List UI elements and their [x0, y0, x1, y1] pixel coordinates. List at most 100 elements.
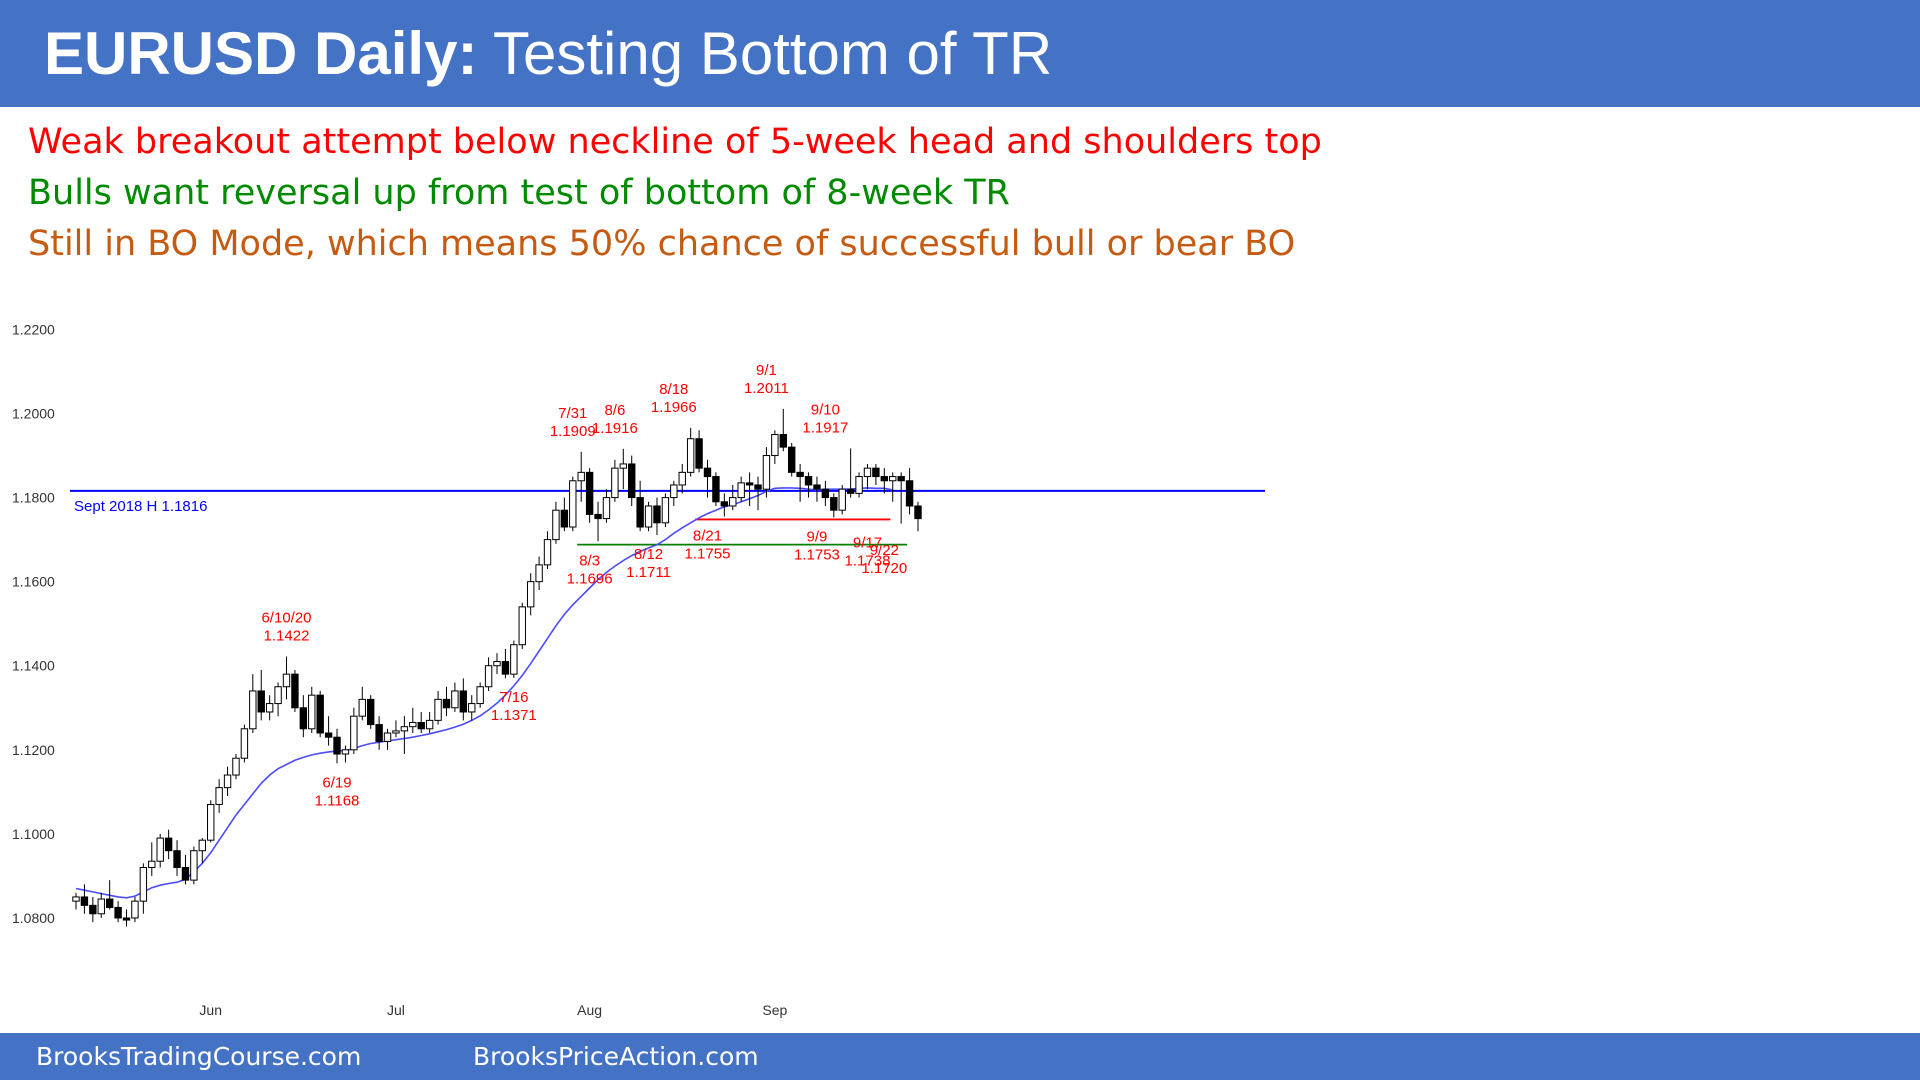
- candle-body-up: [350, 715, 358, 751]
- candle-body-down: [114, 906, 122, 919]
- candle-body-up: [249, 690, 257, 730]
- annotation-date: 6/19: [322, 774, 351, 791]
- annotation-price: 1.1917: [802, 419, 848, 436]
- candle-body-down: [459, 690, 468, 713]
- candle-body-down: [872, 467, 880, 478]
- candle-body-down: [367, 698, 375, 726]
- y-tick-label: 1.1800: [12, 490, 55, 506]
- candle-body-up: [535, 564, 543, 583]
- footer-left-link[interactable]: BrooksTradingCourse.com: [36, 1042, 362, 1071]
- note-line-3: Still in BO Mode, which means 50% chance…: [28, 224, 1296, 264]
- title-bold: EURUSD Daily:: [44, 20, 478, 87]
- candle-body-up: [611, 467, 619, 499]
- candle-body-down: [105, 898, 114, 908]
- candle-body-up: [493, 661, 501, 667]
- note-line-1: Weak breakout attempt below neckline of …: [28, 122, 1322, 162]
- annotation-price: 1.1168: [315, 792, 360, 809]
- annotation-price: 1.1711: [626, 564, 671, 581]
- candle-body-down: [804, 476, 813, 486]
- candle-body-up: [308, 694, 316, 730]
- x-tick-label: Jun: [199, 1002, 222, 1018]
- candle-body-down: [442, 698, 451, 709]
- candle-body-down: [846, 488, 855, 494]
- annotation-price: 1.1738: [845, 553, 891, 570]
- candle-body-down: [653, 505, 661, 524]
- annotation-price: 1.1696: [567, 570, 613, 587]
- candle-body-up: [425, 719, 434, 730]
- candle-body-up: [148, 860, 156, 869]
- candle-body-up: [156, 837, 164, 862]
- page-title: EURUSD Daily: Testing Bottom of TR: [44, 22, 1052, 86]
- title-rest: Testing Bottom of TR: [493, 20, 1053, 87]
- title-bar: EURUSD Daily: Testing Bottom of TR: [0, 0, 1920, 107]
- candle-body-up: [526, 581, 535, 608]
- candle-body-down: [636, 497, 644, 528]
- candle-body-up: [602, 497, 611, 520]
- annotation-date: 8/6: [604, 402, 625, 419]
- annotation-date: 8/3: [579, 552, 600, 569]
- level-label: Sept 2018 H 1.1816: [74, 498, 207, 515]
- annotations: 6/10/201.14226/191.11687/161.13717/311.1…: [261, 362, 907, 809]
- candle-body-up: [131, 900, 139, 919]
- candle-body-down: [830, 497, 838, 511]
- candle-body-up: [577, 471, 585, 482]
- candle-body-down: [299, 707, 308, 730]
- annotation-price: 1.1966: [651, 399, 697, 416]
- candle-body-up: [282, 673, 291, 688]
- candle-body-up: [409, 721, 417, 728]
- candle-body-up: [552, 509, 560, 541]
- candle-body-down: [89, 904, 97, 915]
- candle-body-up: [265, 703, 274, 713]
- candle-body-up: [838, 488, 846, 511]
- annotation-price: 1.1916: [592, 420, 638, 437]
- candle-body-down: [291, 673, 299, 709]
- y-tick-label: 1.0800: [12, 910, 55, 926]
- candle-body-down: [754, 484, 762, 490]
- candle-body-up: [569, 480, 577, 528]
- candle-body-up: [451, 690, 459, 709]
- candle-body-down: [703, 467, 712, 478]
- x-axis: Jun Jul Aug Sep: [199, 1002, 787, 1018]
- ema-layer: [75, 487, 893, 899]
- candle-body-down: [173, 850, 181, 869]
- candle-body-up: [434, 698, 442, 721]
- annotation-price: 1.1371: [491, 707, 537, 724]
- candle-body-up: [198, 839, 207, 852]
- candle-body-up: [678, 471, 686, 486]
- ema-line: [75, 487, 893, 899]
- candle-body-up: [190, 850, 198, 881]
- candle-body-up: [207, 803, 215, 841]
- note-line-2: Bulls want reversal up from test of bott…: [28, 173, 1010, 213]
- candle-body-up: [863, 467, 872, 478]
- candle-body-up: [762, 455, 771, 490]
- candle-body-up: [468, 703, 476, 713]
- annotation-date: 9/1: [756, 362, 777, 379]
- y-axis: 1.0800 1.1000 1.1200 1.1400 1.1600 1.1800 1.20…: [12, 321, 55, 926]
- candle-body-up: [484, 665, 493, 688]
- y-tick-label: 1.2200: [12, 321, 55, 337]
- y-tick-label: 1.1600: [12, 574, 55, 590]
- footer-bar: BrooksTradingCourse.com BrooksPriceActio…: [0, 1033, 1920, 1080]
- y-tick-label: 1.1400: [12, 658, 55, 674]
- candle-body-up: [358, 698, 366, 717]
- notes: Weak breakout attempt below neckline of …: [28, 117, 1322, 270]
- candle-body-down: [324, 732, 333, 738]
- candle-body-up: [670, 484, 678, 499]
- candle-body-up: [392, 730, 400, 734]
- footer-right-link[interactable]: BrooksPriceAction.com: [473, 1042, 759, 1071]
- annotation-price: 1.1909: [550, 423, 596, 440]
- candle-body-down: [628, 463, 636, 499]
- candle-body-down: [914, 505, 922, 520]
- candle-body-up: [97, 898, 105, 915]
- candle-body-up: [510, 644, 518, 675]
- annotation-date: 8/18: [659, 381, 688, 398]
- x-tick-label: Sep: [762, 1002, 787, 1018]
- candle-body-up: [729, 497, 737, 507]
- candle-body-up: [232, 757, 240, 776]
- candle-body-down: [712, 476, 720, 503]
- candle-body-up: [619, 463, 627, 469]
- candle-body-down: [779, 434, 787, 448]
- candle-body-down: [122, 917, 131, 921]
- candle-body-up: [215, 787, 223, 805]
- level-lines: Sept 2018 H 1.1816: [70, 489, 1265, 546]
